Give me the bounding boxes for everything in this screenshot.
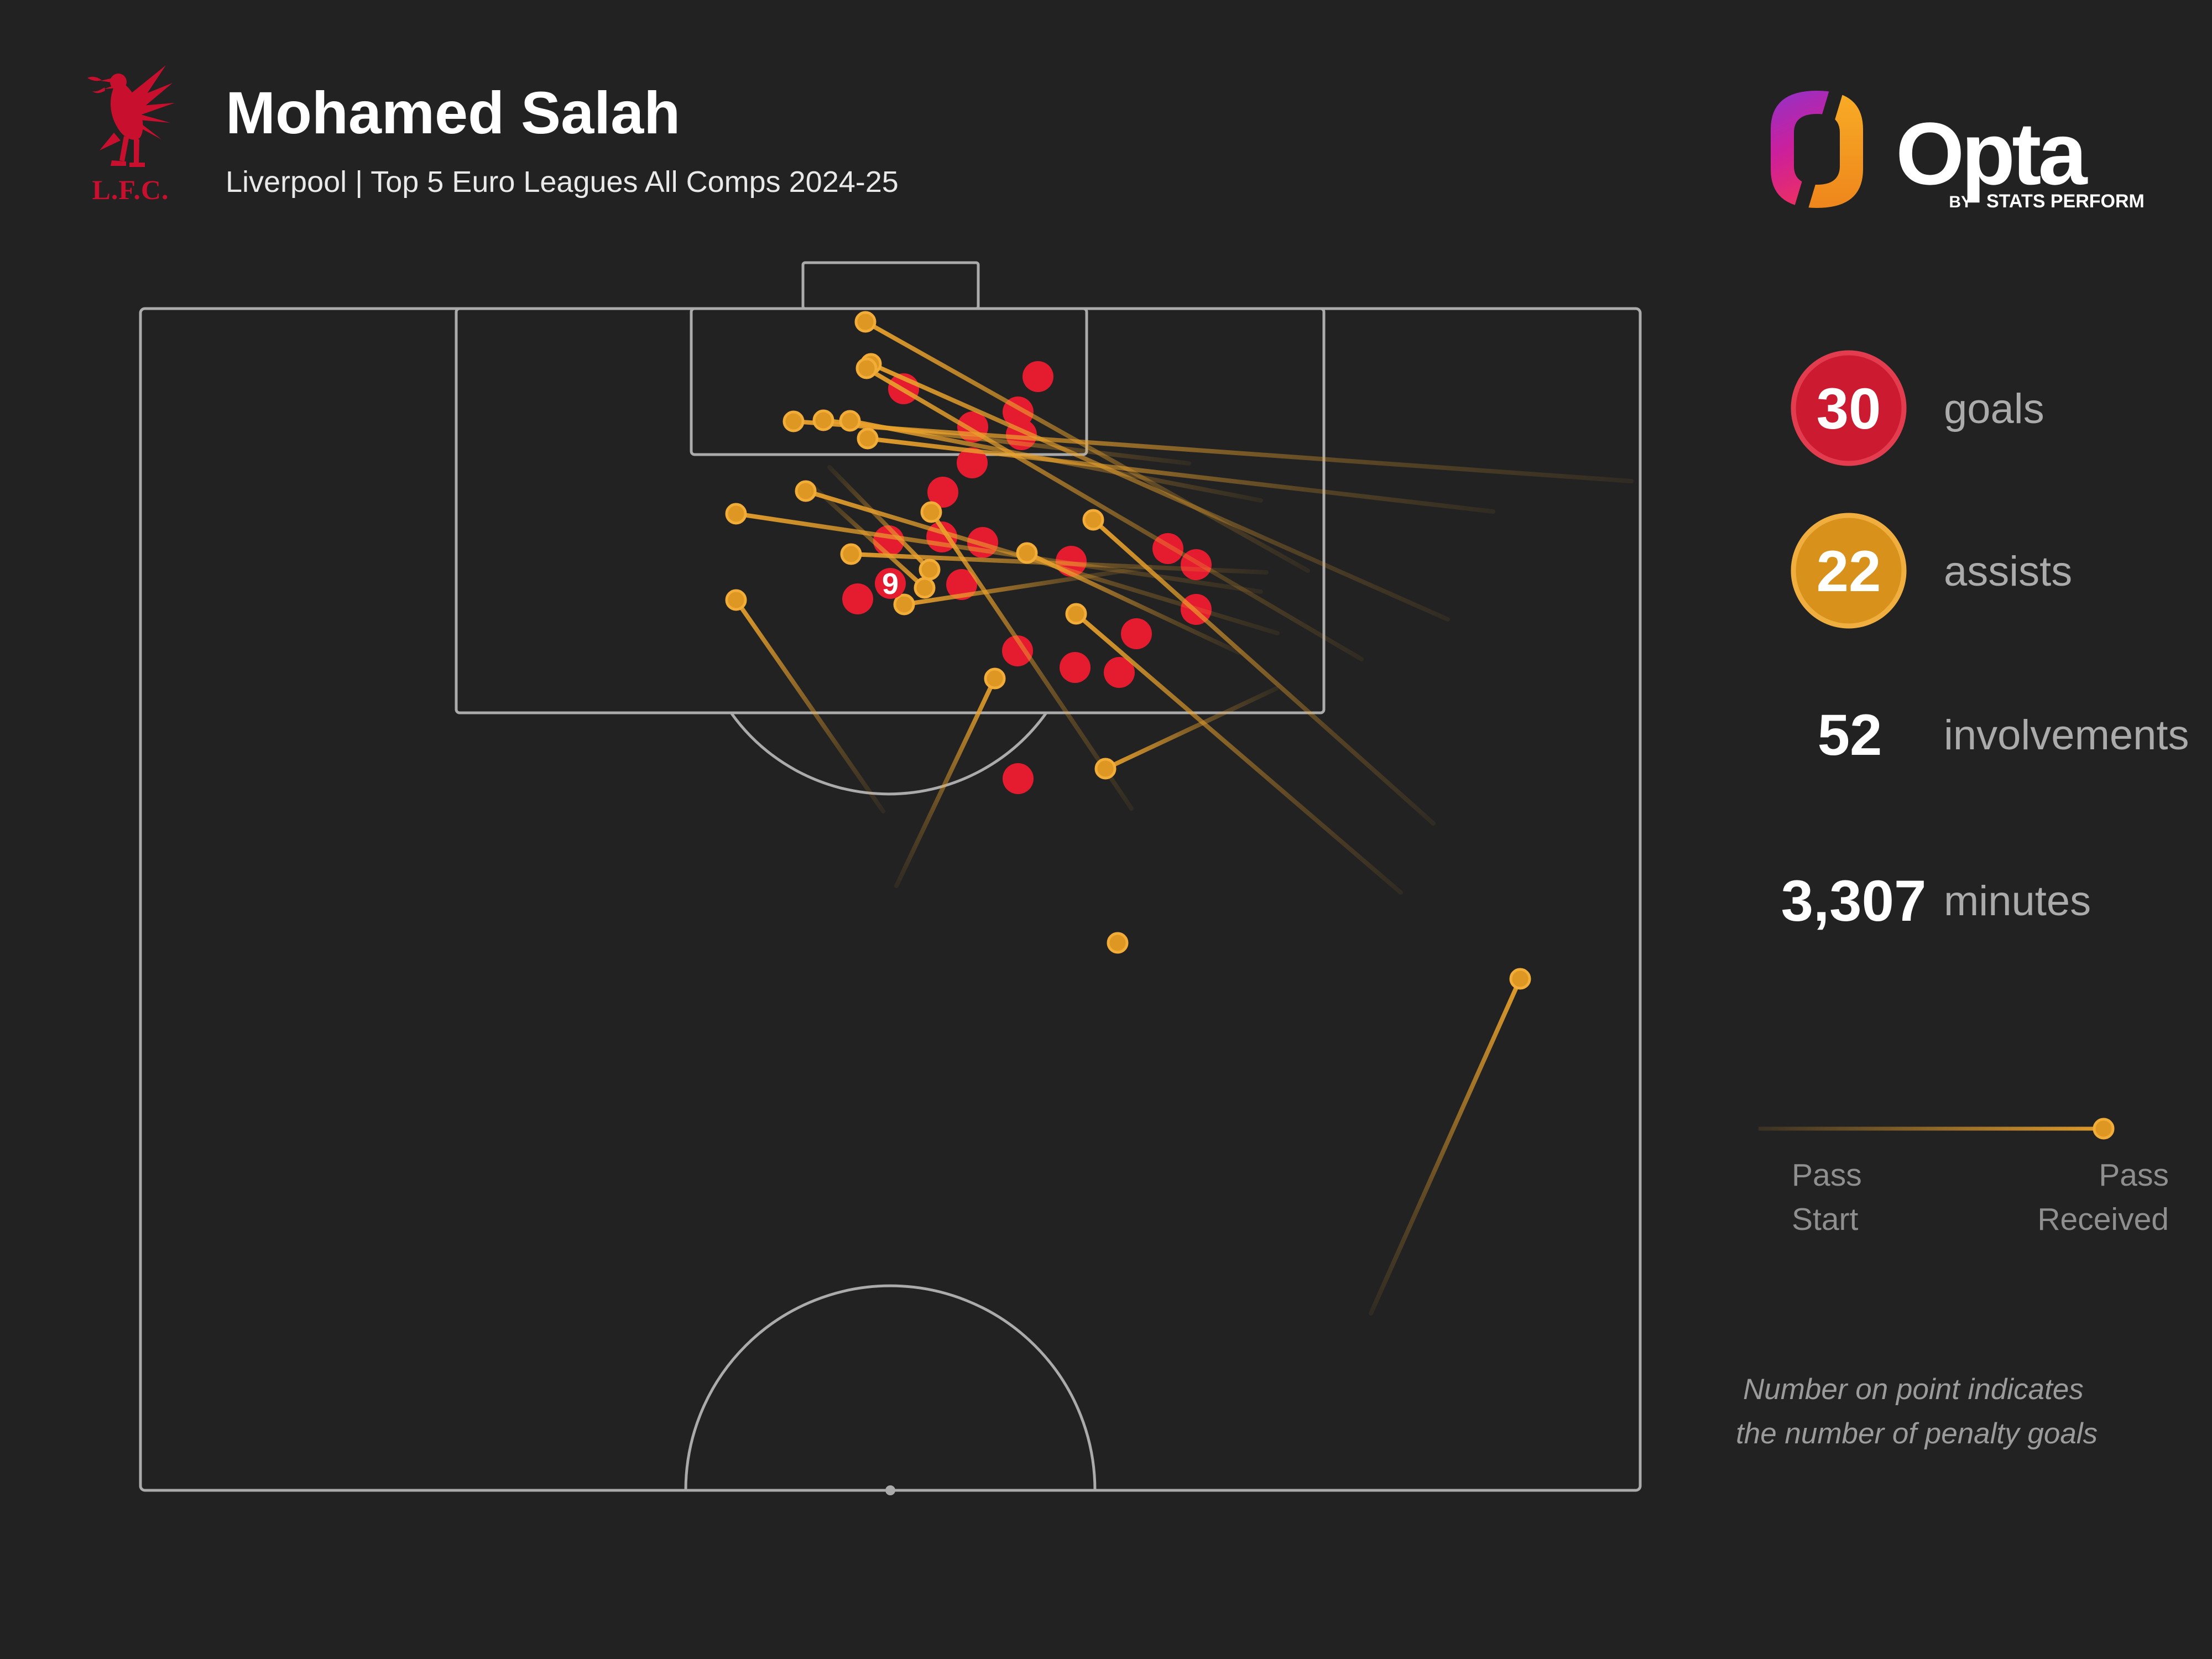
svg-text:Pass: Pass [2099,1157,2169,1193]
svg-text:Opta: Opta [1896,104,2088,203]
svg-text:Number on point indicates: Number on point indicates [1743,1373,2084,1406]
svg-text:Start: Start [1792,1202,1859,1237]
svg-text:Mohamed Salah: Mohamed Salah [226,79,680,146]
svg-text:L.F.C.: L.F.C. [92,174,169,205]
svg-text:Liverpool | Top 5 Euro Leagues: Liverpool | Top 5 Euro Leagues All Comps… [226,165,899,199]
svg-text:the number of penalty goals: the number of penalty goals [1736,1417,2098,1450]
svg-text:minutes: minutes [1944,878,2091,925]
svg-text:BY: BY [1949,193,1972,211]
svg-text:22: 22 [1817,539,1881,604]
svg-text:Received: Received [2037,1202,2169,1237]
svg-text:Pass: Pass [1792,1157,1862,1193]
svg-text:30: 30 [1817,377,1881,441]
svg-text:9: 9 [882,567,899,601]
svg-text:goals: goals [1944,385,2044,432]
svg-text:3,307: 3,307 [1781,869,1927,933]
svg-text:assists: assists [1944,548,2072,595]
svg-text:52: 52 [1818,703,1882,768]
svg-text:involvements: involvements [1944,712,2189,759]
svg-text:STATS PERFORM: STATS PERFORM [1986,191,2145,212]
